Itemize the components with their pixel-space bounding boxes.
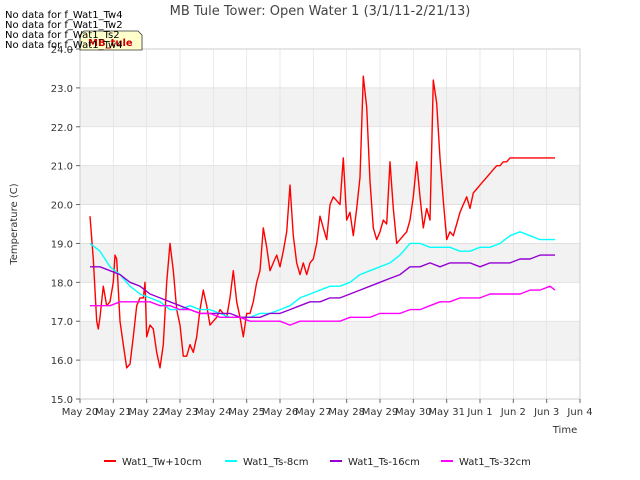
background-band [80,87,580,127]
background-band [80,282,580,322]
y-axis-label: Temperature (C) [9,183,20,265]
plot-frame [79,48,581,400]
x-tick-label: Jun 3 [533,407,559,418]
x-tick-label: May 20 [62,407,99,418]
x-tick-label: Jun 2 [500,407,526,418]
legend-label: Wat1_Ts-8cm [243,457,309,468]
series-line [89,231,555,318]
series-line [89,75,555,369]
no-data-message: No data for f_Wat1_Tw2 [5,20,123,31]
x-tick-label: May 28 [328,407,365,418]
chart-title: MB Tule Tower: Open Water 1 (3/1/11-2/21… [170,4,471,19]
background-band [80,49,580,88]
y-tick-label: 23.0 [51,84,73,95]
x-tick-label: May 29 [362,407,399,418]
y-tick-label: 21.0 [51,162,73,173]
y-tick-label: 19.0 [51,239,73,250]
series-line [90,285,556,326]
badge-label: MB_tule [88,38,133,49]
legend-label: Wat1_Ts-16cm [348,457,420,468]
y-tick-label: 16.0 [51,356,73,367]
no-data-message: No data for f_Wat1_Ts2 [5,30,120,41]
badge: MB_tule [79,30,143,51]
legend-label: Wat1_Tw+10cm [122,457,202,468]
x-tick-label: May 23 [162,407,199,418]
x-tick-label: Jun 1 [466,407,492,418]
y-tick-label: 22.0 [51,123,73,134]
x-tick-label: May 22 [128,407,165,418]
background-band [80,165,580,205]
series-line [90,254,555,318]
x-tick-label: May 21 [95,407,132,418]
x-tick-label: May 26 [262,407,299,418]
x-axis-label: Time [552,425,577,436]
legend-label: Wat1_Ts-32cm [459,457,531,468]
y-tick-label: 18.0 [51,278,73,289]
y-axis-ticks: 15.0 16.0 17.0 18.0 19.0 20.0 21.0 22.0 23.0 24.0 [51,45,80,406]
x-tick-label: May 31 [428,407,465,418]
x-tick-label: Jun 4 [566,407,592,418]
x-tick-label: May 25 [228,407,265,418]
gridlines [79,48,581,400]
x-tick-label: May 27 [295,407,332,418]
x-tick-label: May 24 [195,407,232,418]
no-data-messages: No data for f_Wat1_Tw4 No data for f_Wat… [5,10,123,51]
x-tick-label: May 30 [395,407,432,418]
no-data-message: No data for f_Wat1_Tw4 [5,40,123,51]
legend: Wat1_Tw+10cm Wat1_Ts-8cm Wat1_Ts-16cm Wat1_… [104,457,531,468]
background-band [80,360,580,399]
background-band [80,126,580,166]
y-tick-label: 20.0 [51,201,73,212]
y-tick-label: 15.0 [51,395,73,406]
background-bands [80,49,580,399]
series-lines [89,75,556,369]
badge-box [79,30,143,51]
y-tick-label: 24.0 [51,45,73,56]
y-tick-label: 17.0 [51,317,73,328]
no-data-message: No data for f_Wat1_Tw4 [5,10,123,21]
